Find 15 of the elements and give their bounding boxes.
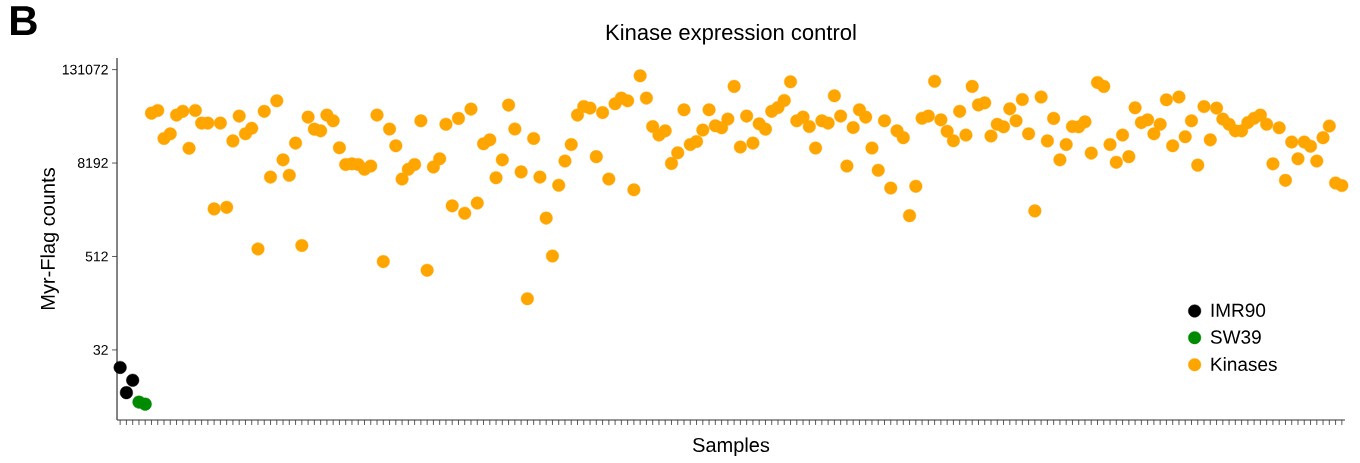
point: [119, 386, 133, 400]
legend-label: Kinases: [1211, 357, 1277, 372]
legend-label: SW39: [1210, 330, 1261, 344]
chart-title: Kinase expression control: [606, 23, 856, 45]
x-axis-title: Samples: [693, 437, 770, 457]
y-tick-label: 512: [85, 251, 108, 262]
legend-label: IMR90: [1211, 303, 1266, 317]
y-tick-label: 8192: [77, 158, 108, 168]
point: [126, 373, 140, 387]
text: B: [11, 6, 37, 36]
y-tick-label: 131072: [62, 64, 108, 75]
y-axis-title: Myr-Flag counts: [40, 168, 59, 310]
point: [113, 360, 127, 374]
y-tick-label: 32: [93, 344, 108, 355]
point: [138, 397, 152, 411]
